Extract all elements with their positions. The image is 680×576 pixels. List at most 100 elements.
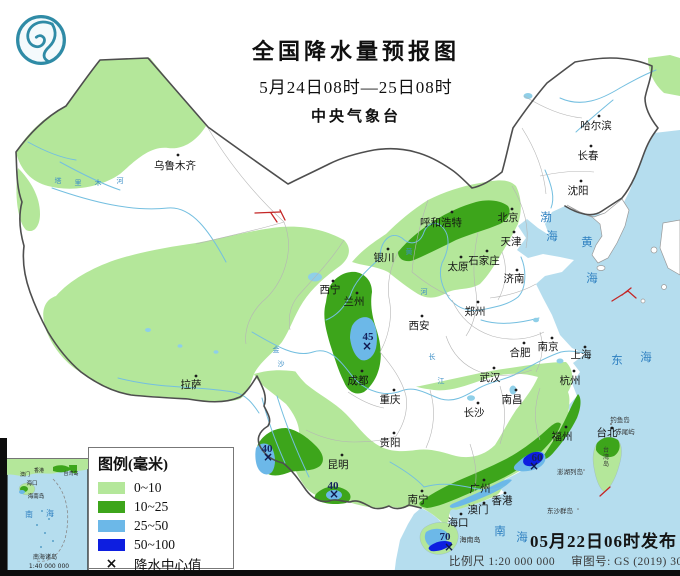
city-dot	[514, 388, 518, 392]
city-label: 郑州	[465, 305, 486, 318]
red-boundary-markers	[254, 209, 637, 497]
city-label: 海口	[448, 516, 469, 529]
tibet-lake-2	[177, 344, 183, 348]
legend-row: 0~10	[98, 478, 233, 497]
inset-taiwan	[69, 465, 77, 474]
city-label: 上海	[571, 348, 592, 361]
inset-label: 1:40 000 000	[29, 563, 69, 570]
city-dot	[564, 425, 568, 429]
city-dot	[420, 314, 424, 318]
inset-label: 南	[25, 509, 33, 519]
penghu-islet-dot	[583, 469, 585, 471]
city-dot	[360, 369, 364, 373]
city-label: 南昌	[502, 393, 523, 406]
precip-value: 40	[262, 443, 274, 455]
city-dot	[194, 374, 198, 378]
precip-zone-north-xinjiang	[16, 58, 206, 189]
precip-value: 60	[532, 452, 544, 464]
city-label: 杭州	[560, 374, 581, 387]
inset-islands	[36, 510, 54, 548]
national-boundary	[15, 57, 659, 510]
city-dot	[510, 207, 514, 211]
logo-swirl-bottom	[42, 22, 57, 63]
river-label: 金	[273, 345, 280, 354]
river-label: 河	[117, 177, 124, 185]
forecast-period: 5月24日08时—25日08时	[259, 78, 453, 97]
city-dot	[420, 489, 424, 493]
city-label: 西安	[409, 319, 430, 332]
tibet-lake-3	[213, 350, 219, 354]
precip-zone-south-coast-band	[419, 422, 561, 508]
precip-zone-tibet-qinghai	[43, 226, 349, 402]
province-borders	[195, 95, 595, 493]
release-time: 05月22日06时发布	[530, 532, 677, 551]
legend-row: 50~100	[98, 535, 233, 554]
precip-zone-fujian-coast	[542, 394, 581, 460]
precip-value: 45	[363, 331, 375, 343]
islet-3	[640, 298, 646, 304]
taiwan-north-precip	[596, 437, 620, 458]
japan-land	[659, 219, 680, 276]
city-label: 哈尔滨	[580, 119, 612, 132]
logo-swirl-top	[26, 20, 54, 49]
tibet-lake-1	[145, 328, 151, 332]
sea-label: 海	[586, 271, 598, 285]
inset-nine-dash-line	[36, 478, 69, 562]
legend-label: 10~25	[134, 498, 169, 514]
hainan-precip-50-100	[428, 541, 452, 552]
legend-swatch-0-10	[98, 481, 125, 494]
city-label: 福州	[552, 430, 573, 443]
dongting-lake	[467, 395, 475, 401]
inset-label: 香港	[34, 467, 44, 474]
precip-cross: ×	[529, 459, 539, 473]
city-dot	[476, 401, 480, 405]
islet-2	[661, 284, 667, 290]
korea-peninsula	[566, 198, 630, 264]
agency-name: 中央气象台	[310, 107, 401, 125]
city-label: 成都	[348, 375, 369, 387]
city-dot	[355, 291, 359, 295]
city-label: 贵阳	[380, 436, 401, 449]
city-label: 兰州	[344, 295, 365, 308]
legend-title: 图例(毫米)	[98, 457, 168, 473]
city-dot	[340, 453, 344, 457]
city-label: 昆明	[328, 459, 349, 471]
inset-label: 台湾岛	[63, 470, 78, 477]
red-marker-xinjiang	[254, 209, 286, 223]
poyang-lake	[509, 385, 517, 395]
city-label: 武汉	[480, 371, 501, 384]
city-label: 石家庄	[468, 254, 500, 267]
city-dot	[392, 388, 396, 392]
review-number: 审图号: GS (2019) 3082号	[571, 556, 680, 568]
city-dot	[450, 210, 454, 214]
island-label: 海南岛	[460, 535, 481, 544]
inset-label: 南海诸岛	[33, 553, 57, 561]
logo-circle	[16, 15, 66, 65]
city-dot	[522, 341, 526, 345]
island-label: 岛	[603, 460, 609, 468]
precip-value: 40	[328, 480, 340, 492]
city-dot	[459, 512, 463, 516]
island-label: 钓鱼岛	[610, 415, 630, 424]
river-label: 里	[75, 179, 82, 187]
city-dot	[610, 426, 614, 430]
city-label: 南京	[538, 340, 559, 353]
city-label: 西宁	[320, 283, 341, 296]
header: 全国降水量预报图 5月24日08时—25日08时 中央气象台	[160, 34, 552, 126]
sea-label: 东	[611, 354, 623, 367]
sea-labels: 渤海 黄海东 海南海	[494, 211, 652, 544]
page-title: 全国降水量预报图	[251, 39, 460, 64]
city-label: 天津	[501, 236, 522, 248]
hulun-lake	[523, 93, 533, 99]
legend-row: 10~25	[98, 497, 233, 516]
precip-cross: ×	[444, 540, 454, 554]
dongsha-islet-dot	[577, 508, 579, 510]
river-labels: 塔里木河黄河长江金沙	[55, 176, 445, 385]
city-dot	[386, 247, 390, 251]
hongze-lake	[533, 317, 539, 323]
scale-note: 比例尺 1:20 000 000	[449, 556, 556, 568]
city-label: 澳门	[468, 503, 489, 516]
